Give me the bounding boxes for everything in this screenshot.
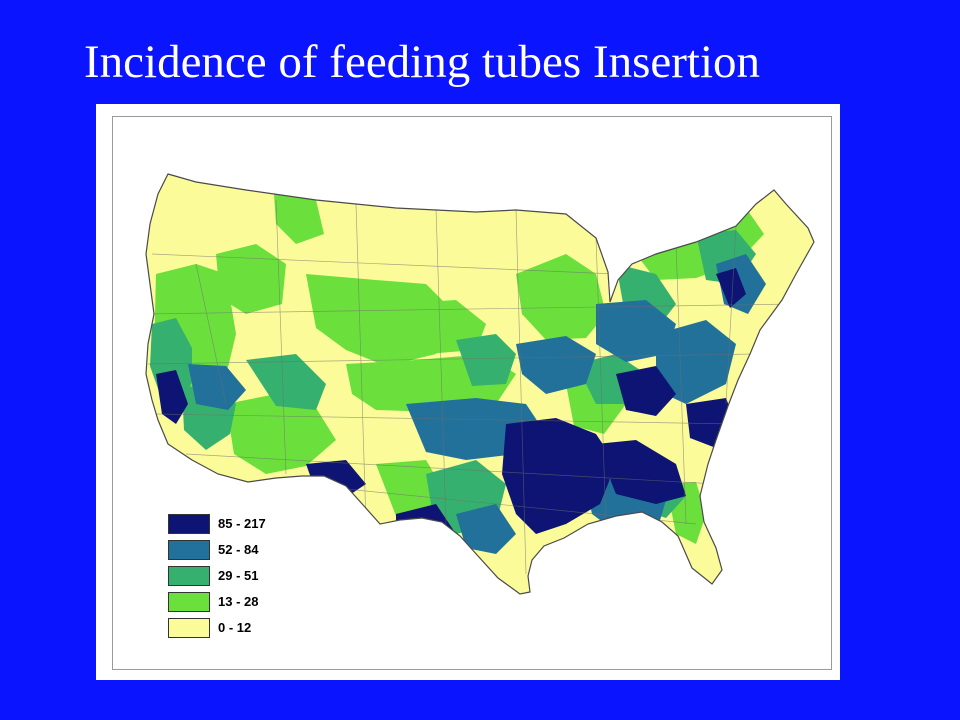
legend-swatch <box>168 592 210 612</box>
legend-swatch <box>168 514 210 534</box>
legend-label: 0 - 12 <box>218 620 252 635</box>
legend-swatch <box>168 540 210 560</box>
legend-label: 52 - 84 <box>218 542 259 557</box>
map-regions <box>146 174 814 594</box>
choropleth-map <box>145 173 815 595</box>
legend-label: 13 - 28 <box>218 594 259 609</box>
map-frame <box>112 116 832 670</box>
legend-swatch <box>168 566 210 586</box>
slide-title: Incidence of feeding tubes Insertion <box>84 36 761 88</box>
country-outline <box>145 173 815 595</box>
legend-swatch <box>168 618 210 638</box>
map-panel: 85 - 217 52 - 84 29 - 51 13 - 28 0 - 12 <box>96 104 840 680</box>
legend-label: 85 - 217 <box>218 516 266 531</box>
region-boundaries <box>146 199 797 575</box>
legend-label: 29 - 51 <box>218 568 259 583</box>
